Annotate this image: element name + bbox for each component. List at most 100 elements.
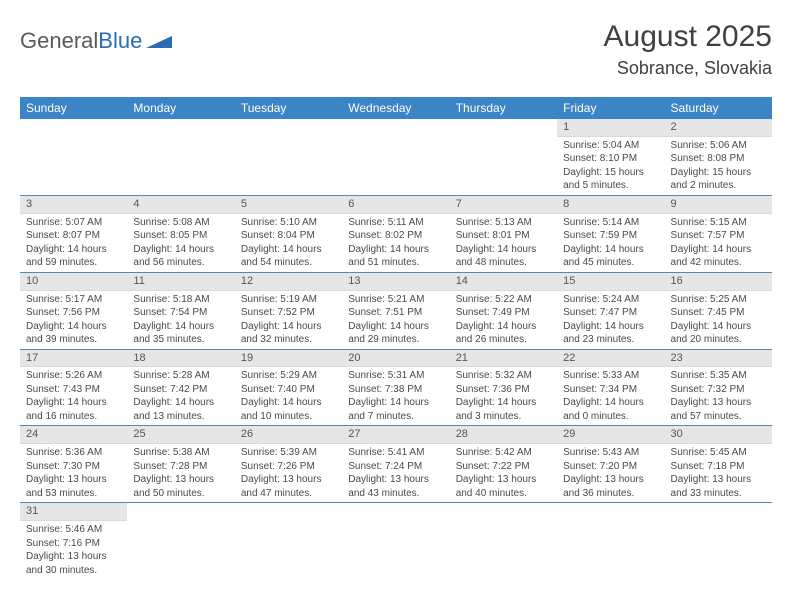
calendar-day-cell: 5Sunrise: 5:10 AMSunset: 8:04 PMDaylight… bbox=[235, 195, 342, 272]
daylight-text: Daylight: 13 hours and 50 minutes. bbox=[133, 473, 228, 500]
calendar-day-cell bbox=[127, 119, 234, 195]
weekday-header: Tuesday bbox=[235, 97, 342, 119]
day-details: Sunrise: 5:35 AMSunset: 7:32 PMDaylight:… bbox=[665, 367, 772, 425]
day-number: 8 bbox=[557, 196, 664, 214]
sunset-text: Sunset: 7:54 PM bbox=[133, 306, 228, 320]
sunset-text: Sunset: 8:01 PM bbox=[456, 229, 551, 243]
weekday-header-row: Sunday Monday Tuesday Wednesday Thursday… bbox=[20, 97, 772, 119]
logo-triangle-icon bbox=[146, 28, 172, 54]
day-details: Sunrise: 5:11 AMSunset: 8:02 PMDaylight:… bbox=[342, 214, 449, 272]
sunset-text: Sunset: 7:45 PM bbox=[671, 306, 766, 320]
calendar-day-cell: 24Sunrise: 5:36 AMSunset: 7:30 PMDayligh… bbox=[20, 426, 127, 503]
day-details: Sunrise: 5:10 AMSunset: 8:04 PMDaylight:… bbox=[235, 214, 342, 272]
calendar-day-cell: 29Sunrise: 5:43 AMSunset: 7:20 PMDayligh… bbox=[557, 426, 664, 503]
day-details: Sunrise: 5:18 AMSunset: 7:54 PMDaylight:… bbox=[127, 291, 234, 349]
calendar-day-cell: 21Sunrise: 5:32 AMSunset: 7:36 PMDayligh… bbox=[450, 349, 557, 426]
calendar-day-cell: 27Sunrise: 5:41 AMSunset: 7:24 PMDayligh… bbox=[342, 426, 449, 503]
day-number: 24 bbox=[20, 426, 127, 444]
day-details: Sunrise: 5:15 AMSunset: 7:57 PMDaylight:… bbox=[665, 214, 772, 272]
sunrise-text: Sunrise: 5:24 AM bbox=[563, 293, 658, 307]
daylight-text: Daylight: 14 hours and 39 minutes. bbox=[26, 320, 121, 347]
daylight-text: Daylight: 14 hours and 32 minutes. bbox=[241, 320, 336, 347]
daylight-text: Daylight: 14 hours and 42 minutes. bbox=[671, 243, 766, 270]
sunrise-text: Sunrise: 5:25 AM bbox=[671, 293, 766, 307]
calendar-day-cell: 31Sunrise: 5:46 AMSunset: 7:16 PMDayligh… bbox=[20, 503, 127, 579]
sunset-text: Sunset: 7:38 PM bbox=[348, 383, 443, 397]
sunset-text: Sunset: 7:20 PM bbox=[563, 460, 658, 474]
day-number: 16 bbox=[665, 273, 772, 291]
day-details: Sunrise: 5:14 AMSunset: 7:59 PMDaylight:… bbox=[557, 214, 664, 272]
day-details: Sunrise: 5:08 AMSunset: 8:05 PMDaylight:… bbox=[127, 214, 234, 272]
daylight-text: Daylight: 14 hours and 23 minutes. bbox=[563, 320, 658, 347]
calendar-table: Sunday Monday Tuesday Wednesday Thursday… bbox=[20, 97, 772, 579]
calendar-day-cell bbox=[20, 119, 127, 195]
daylight-text: Daylight: 14 hours and 45 minutes. bbox=[563, 243, 658, 270]
day-details: Sunrise: 5:26 AMSunset: 7:43 PMDaylight:… bbox=[20, 367, 127, 425]
daylight-text: Daylight: 14 hours and 0 minutes. bbox=[563, 396, 658, 423]
weekday-header: Sunday bbox=[20, 97, 127, 119]
calendar-day-cell bbox=[450, 119, 557, 195]
calendar-day-cell: 15Sunrise: 5:24 AMSunset: 7:47 PMDayligh… bbox=[557, 272, 664, 349]
day-number: 7 bbox=[450, 196, 557, 214]
calendar-day-cell: 20Sunrise: 5:31 AMSunset: 7:38 PMDayligh… bbox=[342, 349, 449, 426]
header: GeneralBlue August 2025 Sobrance, Slovak… bbox=[20, 22, 772, 79]
sunset-text: Sunset: 7:42 PM bbox=[133, 383, 228, 397]
daylight-text: Daylight: 14 hours and 7 minutes. bbox=[348, 396, 443, 423]
calendar-week-row: 31Sunrise: 5:46 AMSunset: 7:16 PMDayligh… bbox=[20, 503, 772, 579]
day-number: 29 bbox=[557, 426, 664, 444]
calendar-day-cell: 3Sunrise: 5:07 AMSunset: 8:07 PMDaylight… bbox=[20, 195, 127, 272]
sunset-text: Sunset: 7:18 PM bbox=[671, 460, 766, 474]
day-details: Sunrise: 5:21 AMSunset: 7:51 PMDaylight:… bbox=[342, 291, 449, 349]
sunset-text: Sunset: 7:51 PM bbox=[348, 306, 443, 320]
calendar-day-cell: 26Sunrise: 5:39 AMSunset: 7:26 PMDayligh… bbox=[235, 426, 342, 503]
day-details: Sunrise: 5:38 AMSunset: 7:28 PMDaylight:… bbox=[127, 444, 234, 502]
calendar-day-cell: 8Sunrise: 5:14 AMSunset: 7:59 PMDaylight… bbox=[557, 195, 664, 272]
sunrise-text: Sunrise: 5:43 AM bbox=[563, 446, 658, 460]
location-text: Sobrance, Slovakia bbox=[604, 58, 772, 79]
title-block: August 2025 Sobrance, Slovakia bbox=[604, 22, 772, 79]
day-number: 17 bbox=[20, 350, 127, 368]
day-number: 26 bbox=[235, 426, 342, 444]
sunset-text: Sunset: 8:10 PM bbox=[563, 152, 658, 166]
sunset-text: Sunset: 7:22 PM bbox=[456, 460, 551, 474]
sunset-text: Sunset: 7:30 PM bbox=[26, 460, 121, 474]
calendar-week-row: 17Sunrise: 5:26 AMSunset: 7:43 PMDayligh… bbox=[20, 349, 772, 426]
daylight-text: Daylight: 13 hours and 43 minutes. bbox=[348, 473, 443, 500]
day-details: Sunrise: 5:31 AMSunset: 7:38 PMDaylight:… bbox=[342, 367, 449, 425]
sunrise-text: Sunrise: 5:06 AM bbox=[671, 139, 766, 153]
day-details: Sunrise: 5:41 AMSunset: 7:24 PMDaylight:… bbox=[342, 444, 449, 502]
day-number: 22 bbox=[557, 350, 664, 368]
calendar-day-cell: 19Sunrise: 5:29 AMSunset: 7:40 PMDayligh… bbox=[235, 349, 342, 426]
logo-text-1: General bbox=[20, 28, 98, 54]
calendar-day-cell: 10Sunrise: 5:17 AMSunset: 7:56 PMDayligh… bbox=[20, 272, 127, 349]
sunrise-text: Sunrise: 5:17 AM bbox=[26, 293, 121, 307]
weekday-header: Monday bbox=[127, 97, 234, 119]
sunrise-text: Sunrise: 5:15 AM bbox=[671, 216, 766, 230]
day-details: Sunrise: 5:19 AMSunset: 7:52 PMDaylight:… bbox=[235, 291, 342, 349]
day-number: 2 bbox=[665, 119, 772, 137]
sunset-text: Sunset: 7:26 PM bbox=[241, 460, 336, 474]
sunset-text: Sunset: 8:05 PM bbox=[133, 229, 228, 243]
sunset-text: Sunset: 7:34 PM bbox=[563, 383, 658, 397]
day-details: Sunrise: 5:45 AMSunset: 7:18 PMDaylight:… bbox=[665, 444, 772, 502]
day-details: Sunrise: 5:43 AMSunset: 7:20 PMDaylight:… bbox=[557, 444, 664, 502]
calendar-day-cell bbox=[557, 503, 664, 579]
day-details: Sunrise: 5:07 AMSunset: 8:07 PMDaylight:… bbox=[20, 214, 127, 272]
daylight-text: Daylight: 14 hours and 54 minutes. bbox=[241, 243, 336, 270]
sunrise-text: Sunrise: 5:21 AM bbox=[348, 293, 443, 307]
calendar-day-cell: 14Sunrise: 5:22 AMSunset: 7:49 PMDayligh… bbox=[450, 272, 557, 349]
sunset-text: Sunset: 7:36 PM bbox=[456, 383, 551, 397]
daylight-text: Daylight: 13 hours and 30 minutes. bbox=[26, 550, 121, 577]
daylight-text: Daylight: 14 hours and 16 minutes. bbox=[26, 396, 121, 423]
sunset-text: Sunset: 8:04 PM bbox=[241, 229, 336, 243]
sunrise-text: Sunrise: 5:45 AM bbox=[671, 446, 766, 460]
day-number: 1 bbox=[557, 119, 664, 137]
sunrise-text: Sunrise: 5:07 AM bbox=[26, 216, 121, 230]
day-number: 27 bbox=[342, 426, 449, 444]
day-details: Sunrise: 5:39 AMSunset: 7:26 PMDaylight:… bbox=[235, 444, 342, 502]
calendar-day-cell: 9Sunrise: 5:15 AMSunset: 7:57 PMDaylight… bbox=[665, 195, 772, 272]
day-number: 28 bbox=[450, 426, 557, 444]
sunrise-text: Sunrise: 5:28 AM bbox=[133, 369, 228, 383]
daylight-text: Daylight: 13 hours and 36 minutes. bbox=[563, 473, 658, 500]
daylight-text: Daylight: 14 hours and 10 minutes. bbox=[241, 396, 336, 423]
